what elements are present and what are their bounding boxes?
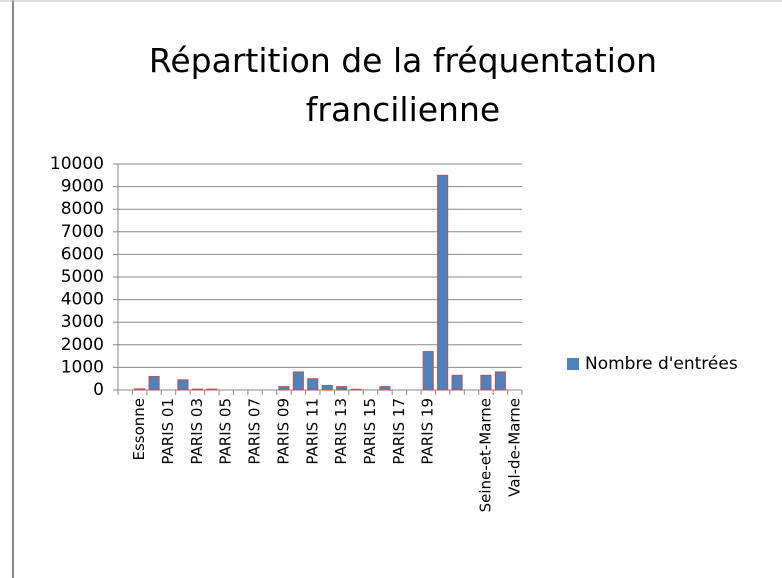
y-tick-label: 6000 xyxy=(61,244,104,264)
y-tick-label: 1000 xyxy=(61,357,104,377)
bar xyxy=(437,174,449,391)
bar xyxy=(278,386,290,391)
bar xyxy=(422,351,434,391)
bar xyxy=(480,374,492,391)
x-tick-label: PARIS 07 xyxy=(246,398,264,465)
bar xyxy=(134,388,146,391)
x-tick-label: Seine-et-Marne xyxy=(476,398,494,512)
y-tick-label: 10000 xyxy=(50,154,104,174)
bar xyxy=(494,371,506,391)
x-tick-label: PARIS 19 xyxy=(419,398,437,465)
bar xyxy=(191,388,203,391)
y-tick-label: 5000 xyxy=(61,267,104,287)
x-tick-label: Val-de-Marne xyxy=(505,398,523,497)
chart-title: Répartition de la fréquentation francilie… xyxy=(149,41,657,129)
y-tick-label: 8000 xyxy=(61,199,104,219)
x-tick-label: PARIS 03 xyxy=(188,398,206,465)
y-tick-label: 3000 xyxy=(61,312,104,332)
x-tick-label: PARIS 09 xyxy=(274,398,292,465)
y-tick-label: 2000 xyxy=(61,335,104,355)
legend-label: Nombre d'entrées xyxy=(585,354,738,374)
x-tick-label: PARIS 13 xyxy=(332,398,350,465)
x-tick-label: Essonne xyxy=(130,398,148,461)
y-tick-label: 4000 xyxy=(61,290,104,310)
bar xyxy=(148,375,160,391)
bar xyxy=(336,386,348,391)
bar xyxy=(206,388,218,391)
bar xyxy=(292,371,304,391)
x-tick-label: PARIS 01 xyxy=(159,398,177,465)
y-tick-label: 9000 xyxy=(61,177,104,197)
x-tick-label: PARIS 05 xyxy=(217,398,235,465)
bar xyxy=(307,378,319,391)
y-tick-label: 0 xyxy=(93,380,104,400)
legend-swatch xyxy=(567,358,579,370)
bar xyxy=(321,384,333,391)
x-tick-label: PARIS 15 xyxy=(361,398,379,465)
bar xyxy=(451,374,463,391)
x-tick-label: PARIS 17 xyxy=(390,398,408,465)
x-tick-label: PARIS 11 xyxy=(303,398,321,465)
bar xyxy=(177,379,189,391)
y-tick-label: 7000 xyxy=(61,222,104,242)
bar xyxy=(379,386,391,391)
bar xyxy=(350,388,362,391)
